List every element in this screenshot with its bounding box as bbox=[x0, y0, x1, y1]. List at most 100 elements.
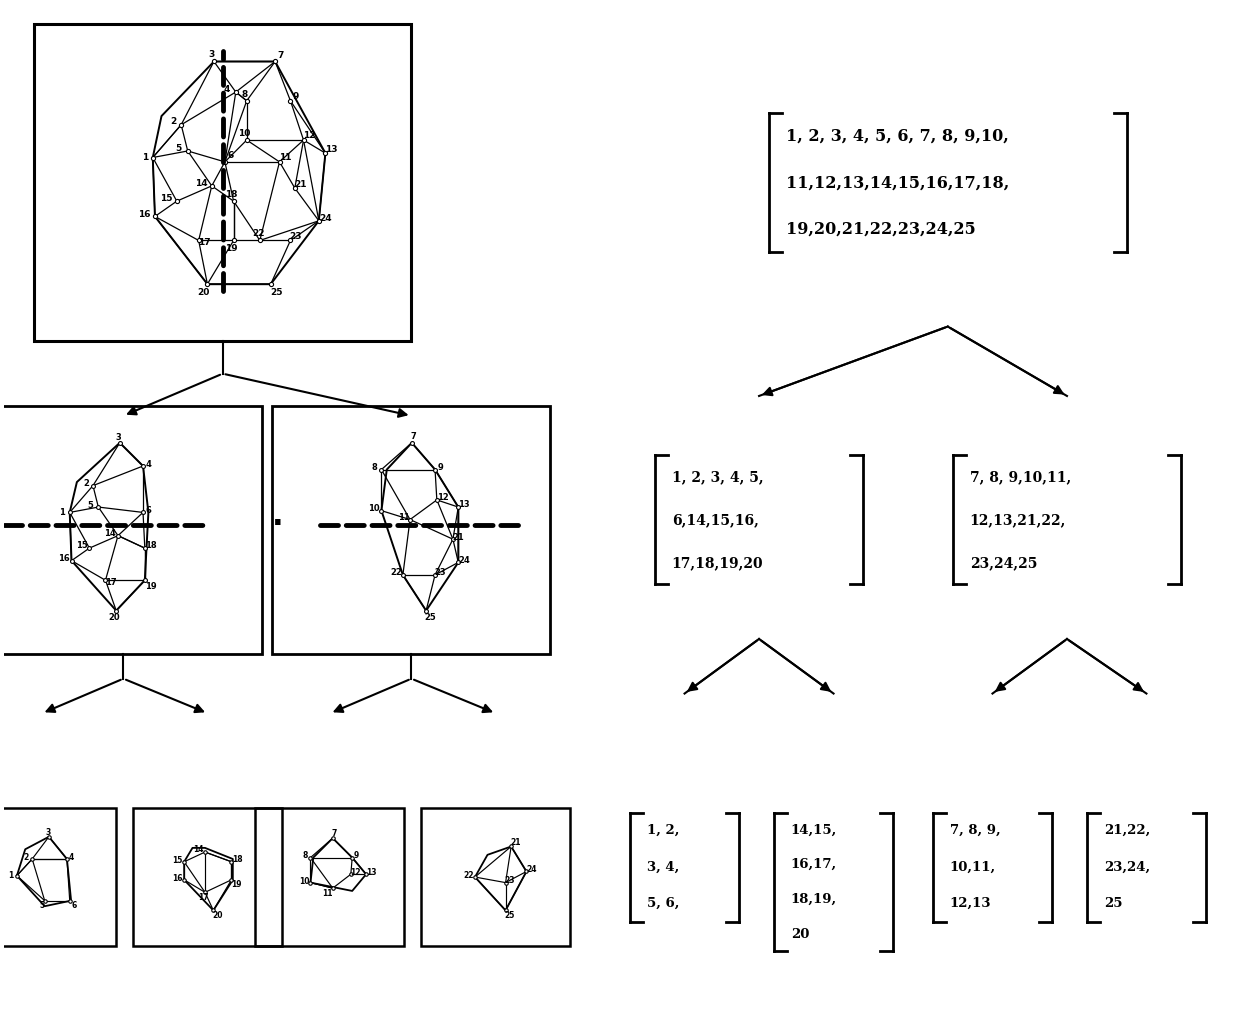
Text: 20: 20 bbox=[212, 911, 222, 920]
Text: 8: 8 bbox=[372, 462, 377, 472]
Text: 6,14,15,16,: 6,14,15,16, bbox=[672, 513, 759, 527]
Text: 2: 2 bbox=[83, 479, 89, 488]
Text: 14: 14 bbox=[195, 179, 207, 187]
Text: 20: 20 bbox=[791, 928, 810, 940]
Text: 21: 21 bbox=[295, 180, 308, 190]
Bar bbox=[273, 406, 551, 654]
Text: 17: 17 bbox=[197, 238, 211, 247]
Text: 19,20,21,22,23,24,25: 19,20,21,22,23,24,25 bbox=[786, 220, 976, 238]
Text: 7, 8, 9,: 7, 8, 9, bbox=[950, 824, 1001, 837]
Text: 6: 6 bbox=[146, 506, 151, 515]
Text: 17: 17 bbox=[104, 578, 117, 587]
Text: 8: 8 bbox=[303, 852, 308, 860]
Text: 14: 14 bbox=[104, 529, 117, 538]
Text: 6: 6 bbox=[228, 151, 234, 161]
Bar bbox=[0, 406, 263, 654]
Text: 12: 12 bbox=[304, 131, 316, 140]
Text: 19: 19 bbox=[226, 244, 238, 252]
Text: 22: 22 bbox=[391, 569, 402, 577]
Text: 1, 2,: 1, 2, bbox=[647, 824, 680, 837]
Text: 6: 6 bbox=[72, 901, 77, 911]
Text: 19: 19 bbox=[231, 881, 242, 889]
Text: 1: 1 bbox=[9, 871, 14, 881]
Text: 25: 25 bbox=[505, 911, 515, 920]
Text: 10: 10 bbox=[368, 504, 381, 513]
Text: 22: 22 bbox=[464, 871, 474, 881]
Text: 5: 5 bbox=[88, 501, 93, 510]
Text: 12,13,21,22,: 12,13,21,22, bbox=[970, 513, 1066, 527]
Text: 23: 23 bbox=[505, 876, 515, 885]
Text: 20: 20 bbox=[197, 288, 210, 298]
Text: 10: 10 bbox=[299, 877, 310, 886]
Text: 3, 4,: 3, 4, bbox=[647, 861, 680, 873]
Text: 25: 25 bbox=[1104, 897, 1122, 909]
Text: 15: 15 bbox=[172, 856, 182, 864]
Text: 21: 21 bbox=[453, 533, 465, 542]
Text: 3: 3 bbox=[208, 50, 215, 59]
Text: 12: 12 bbox=[350, 867, 361, 877]
Bar bbox=[33, 24, 412, 341]
Text: 11,12,13,14,15,16,17,18,: 11,12,13,14,15,16,17,18, bbox=[786, 174, 1009, 192]
Text: 10: 10 bbox=[238, 129, 250, 138]
Text: 16: 16 bbox=[172, 873, 182, 883]
Text: 5, 6,: 5, 6, bbox=[647, 897, 680, 909]
Text: 16,17,: 16,17, bbox=[791, 858, 837, 871]
Text: 22: 22 bbox=[252, 229, 264, 238]
Text: 2: 2 bbox=[170, 116, 176, 126]
Text: 18: 18 bbox=[232, 855, 242, 864]
Bar bbox=[133, 808, 283, 947]
Text: 12,13: 12,13 bbox=[950, 897, 991, 909]
Text: 7: 7 bbox=[410, 432, 417, 441]
Text: 11: 11 bbox=[398, 513, 409, 522]
Text: 4: 4 bbox=[146, 459, 151, 469]
Text: 20: 20 bbox=[109, 613, 120, 622]
Text: 11: 11 bbox=[322, 889, 334, 898]
Text: 3: 3 bbox=[115, 433, 120, 442]
Text: 23,24,: 23,24, bbox=[1104, 861, 1149, 873]
Text: 21,22,: 21,22, bbox=[1104, 824, 1149, 837]
Text: 9: 9 bbox=[438, 462, 444, 472]
Text: 12: 12 bbox=[436, 492, 449, 502]
Text: 25: 25 bbox=[270, 288, 283, 298]
Text: 24: 24 bbox=[458, 556, 470, 564]
Text: 9: 9 bbox=[293, 92, 299, 101]
Text: 13: 13 bbox=[325, 145, 337, 154]
Text: 25: 25 bbox=[424, 613, 436, 622]
Text: 3: 3 bbox=[45, 828, 51, 836]
Bar bbox=[255, 808, 404, 947]
Text: 14,15,: 14,15, bbox=[791, 823, 837, 836]
Text: 19: 19 bbox=[145, 582, 156, 591]
Text: 13: 13 bbox=[366, 868, 377, 878]
Text: 1: 1 bbox=[141, 153, 148, 162]
Text: 1, 2, 3, 4, 5,: 1, 2, 3, 4, 5, bbox=[672, 470, 764, 484]
Text: 9: 9 bbox=[355, 852, 360, 860]
Text: 5: 5 bbox=[40, 901, 45, 911]
Text: 15: 15 bbox=[76, 542, 87, 550]
Bar bbox=[422, 808, 570, 947]
Text: 4: 4 bbox=[68, 853, 74, 862]
Text: 15: 15 bbox=[160, 194, 172, 203]
Text: 10,11,: 10,11, bbox=[950, 861, 996, 873]
Text: 11: 11 bbox=[279, 153, 291, 162]
Text: 18: 18 bbox=[226, 191, 238, 199]
Text: 23: 23 bbox=[434, 568, 446, 577]
Text: 17: 17 bbox=[198, 893, 208, 902]
Text: 23,24,25: 23,24,25 bbox=[970, 556, 1037, 570]
Text: 24: 24 bbox=[526, 865, 537, 874]
Text: 1: 1 bbox=[60, 508, 64, 517]
Text: 23: 23 bbox=[289, 232, 301, 241]
Text: 2: 2 bbox=[24, 853, 29, 862]
Text: 18: 18 bbox=[145, 542, 156, 550]
Text: 17,18,19,20: 17,18,19,20 bbox=[672, 556, 764, 570]
Text: 16: 16 bbox=[138, 210, 151, 218]
Text: 7: 7 bbox=[278, 50, 284, 60]
Text: 24: 24 bbox=[319, 213, 332, 222]
Bar bbox=[0, 808, 117, 947]
Text: 14: 14 bbox=[193, 845, 205, 854]
Text: 4: 4 bbox=[224, 85, 231, 95]
Text: 1, 2, 3, 4, 5, 6, 7, 8, 9,10,: 1, 2, 3, 4, 5, 6, 7, 8, 9,10, bbox=[786, 128, 1008, 145]
Text: 21: 21 bbox=[511, 838, 521, 847]
Text: 13: 13 bbox=[459, 501, 470, 510]
Text: 7, 8, 9,10,11,: 7, 8, 9,10,11, bbox=[970, 470, 1071, 484]
Text: 8: 8 bbox=[242, 90, 248, 99]
